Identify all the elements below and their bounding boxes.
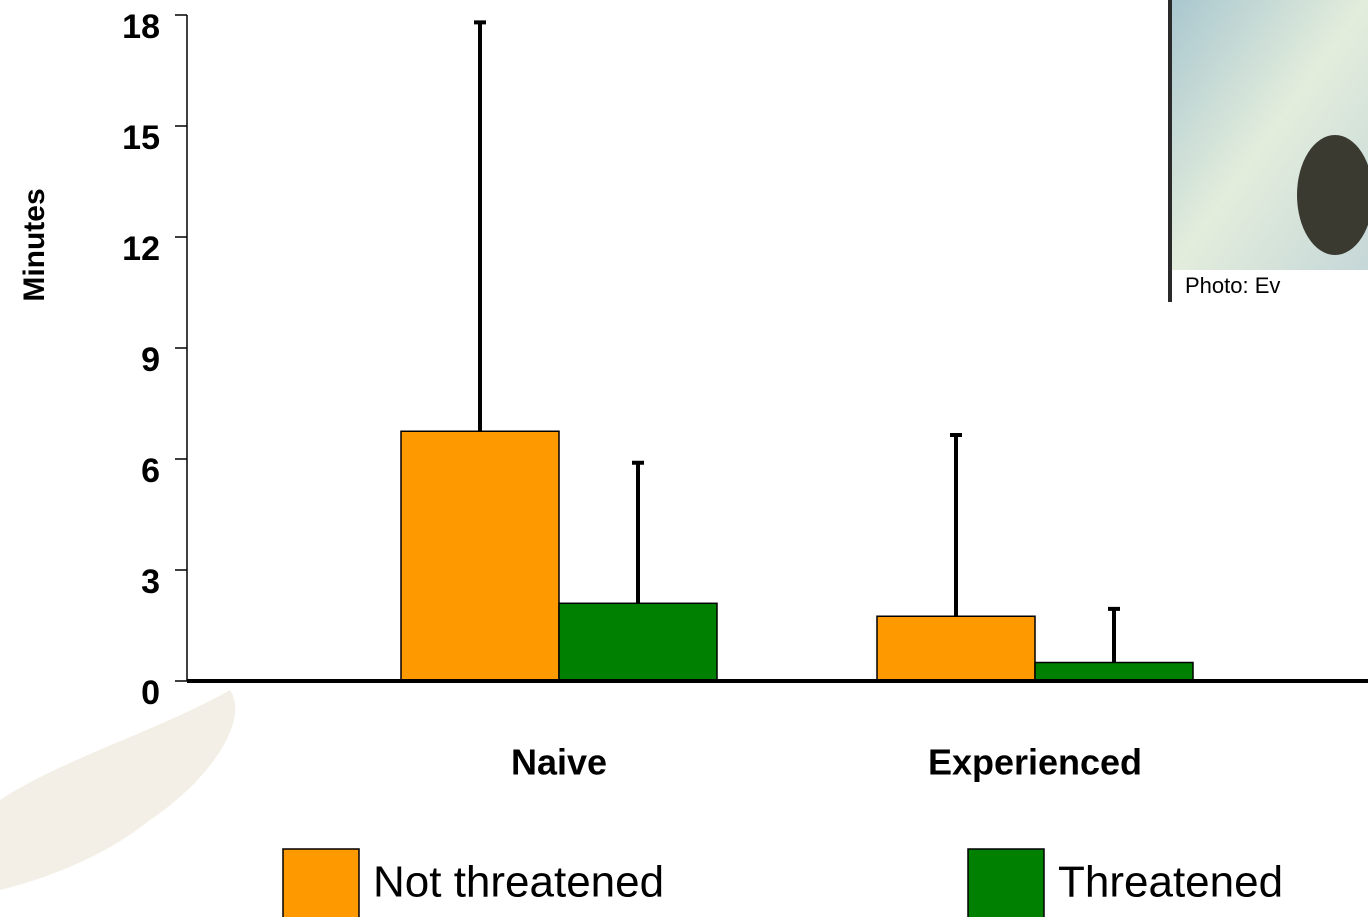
error-bar [474,20,486,432]
y-tick-label: 9 [141,341,160,379]
y-tick-label: 3 [141,563,160,601]
error-bar [1108,606,1120,663]
y-tick-label: 15 [122,119,160,157]
photo-subject [1297,135,1368,255]
bar [558,602,718,682]
legend-swatch [282,848,360,917]
bar [876,615,1036,682]
legend-label: Threatened [1058,858,1283,907]
x-tick-label: Naive [511,742,607,783]
bar [1034,661,1194,682]
legend-label: Not threatened [373,858,664,907]
y-axis-label: Minutes [18,188,51,301]
y-tick-label: 12 [122,230,160,268]
watermark [0,690,236,890]
y-tick-label: 18 [122,8,160,46]
y-tick-label: 6 [141,452,160,490]
legend-swatch [967,848,1045,917]
error-bar [950,432,962,617]
bar [400,430,560,682]
y-tick-label: 0 [141,674,160,712]
x-tick-label: Experienced [928,742,1142,783]
error-bar [632,460,644,604]
photo-caption-bg [1172,270,1368,302]
photo-credit: Photo: Ev [1185,273,1280,298]
